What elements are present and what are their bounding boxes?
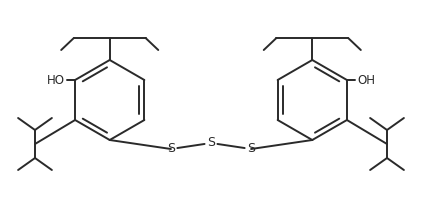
Text: S: S xyxy=(207,136,215,150)
Text: S: S xyxy=(167,142,175,156)
Text: HO: HO xyxy=(46,73,65,86)
Text: S: S xyxy=(247,142,255,156)
Text: OH: OH xyxy=(357,73,376,86)
